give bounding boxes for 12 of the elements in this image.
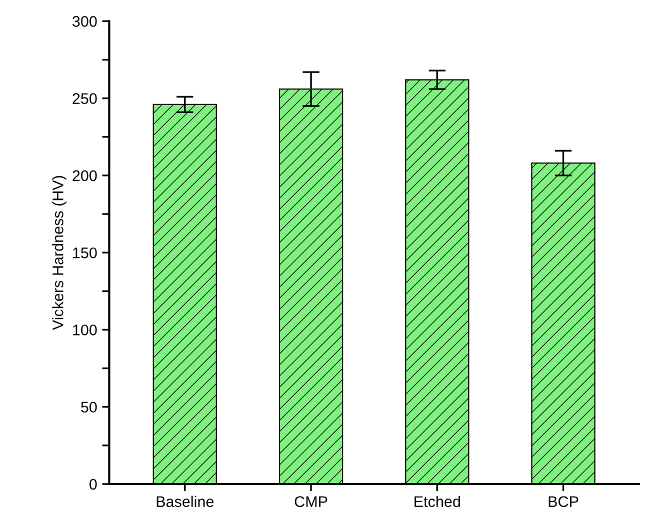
y-axis-title: Vickers Hardness (HV) [52, 176, 66, 330]
y-tick-label: 200 [72, 170, 97, 182]
y-tick-label: 50 [81, 402, 97, 413]
x-tick-label: BCP [548, 496, 578, 508]
y-tick-label: 0 [90, 478, 97, 490]
x-tick-label: Etched [414, 496, 460, 508]
y-tick-label: 100 [73, 324, 97, 336]
y-tick-label: 150 [73, 247, 97, 258]
y-tick-label: 250 [72, 93, 97, 104]
x-tick-label: CMP [294, 496, 328, 508]
y-tick-label: 300 [72, 16, 97, 27]
x-tick-label: Baseline [156, 496, 214, 508]
